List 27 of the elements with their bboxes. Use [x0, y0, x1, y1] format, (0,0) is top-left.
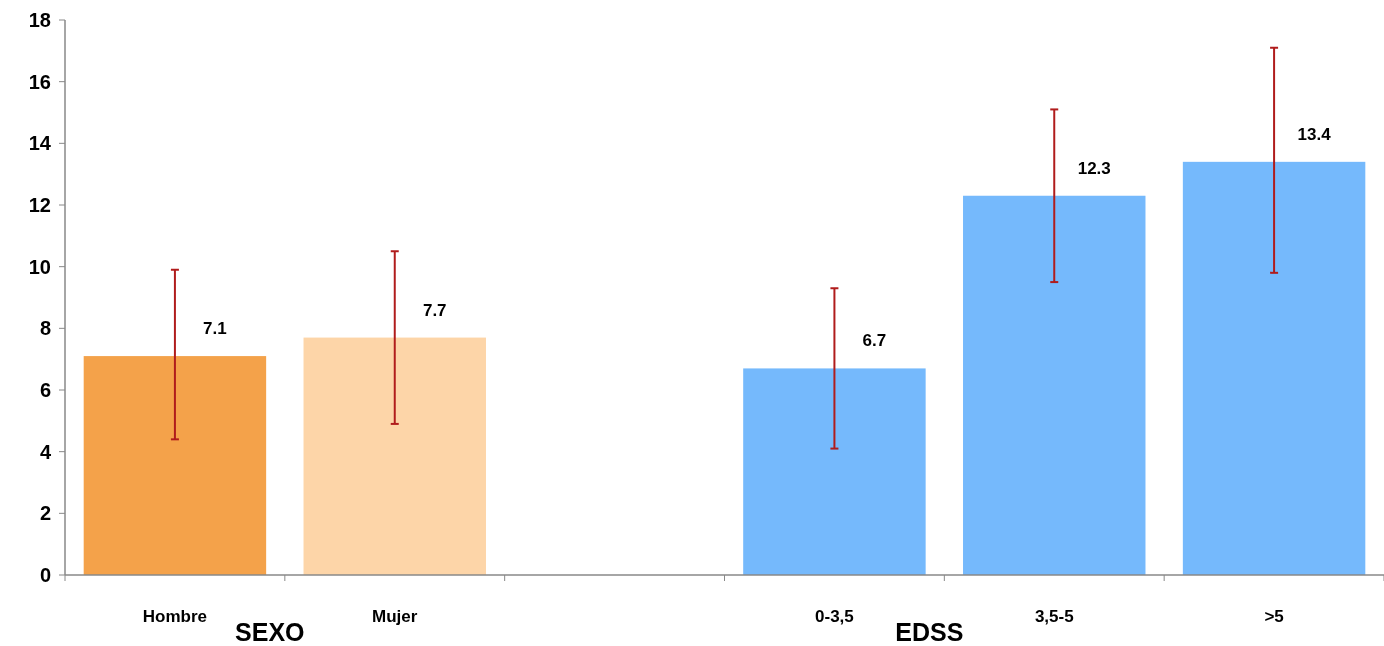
y-tick-label: 10 [28, 255, 51, 278]
x-tick-label: Hombre [142, 607, 208, 626]
data-label: 6.7 [862, 331, 887, 351]
data-label: 7.1 [203, 319, 227, 339]
bar [83, 356, 267, 575]
y-tick-label: 6 [39, 379, 51, 401]
x-tick-label: 0-3,5 [815, 607, 854, 626]
y-tick-label: 18 [28, 9, 51, 31]
text: SEXO [235, 618, 305, 646]
x-tick-label: 3,5-5 [1034, 607, 1074, 626]
y-tick-label: 2 [39, 502, 51, 525]
bar [963, 195, 1146, 575]
y-tick-label: 4 [39, 440, 52, 463]
bar [743, 368, 926, 575]
y-tick-label: 16 [28, 70, 51, 93]
bar [1182, 161, 1366, 575]
x-tick-label: >5 [1264, 607, 1284, 626]
data-label: 7.7 [422, 300, 447, 320]
y-tick-label: 12 [28, 194, 51, 216]
y-tick-label: 8 [39, 317, 51, 340]
y-tick-label: 0 [39, 564, 51, 586]
text: EDSS [895, 618, 964, 646]
bar [303, 337, 486, 575]
data-label: 12.3 [1077, 158, 1111, 178]
y-tick-label: 14 [28, 132, 52, 155]
x-tick-label: Mujer [372, 607, 418, 626]
data-label: 13.4 [1297, 124, 1332, 144]
